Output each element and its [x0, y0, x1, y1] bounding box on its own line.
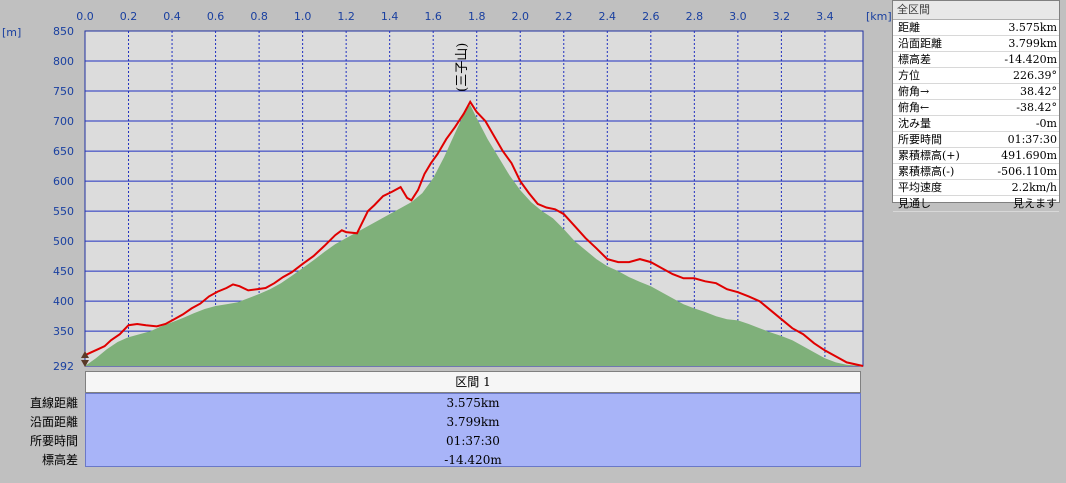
summary-rows: 距離 3.575km 沿面距離 3.799km 標高差 -14.420m 方位 226.39°…	[893, 20, 1059, 212]
summary-row: 俯角← -38.42°	[893, 100, 1059, 116]
y-tick-labels: 850 800 750 700 650 600 550 500 450 400 350 292	[53, 25, 74, 372]
summary-row-label: 見通し	[898, 197, 931, 210]
summary-row-label: 俯角→	[898, 85, 930, 98]
summary-row-value: -14.420m	[1004, 53, 1057, 66]
summary-panel: 全区間 距離 3.575km 沿面距離 3.799km 標高差 -14.420m 方位 226…	[892, 0, 1060, 212]
summary-row-value: 226.39°	[1013, 69, 1057, 82]
summary-row: 俯角→ 38.42°	[893, 84, 1059, 100]
summary-row-value: -506.110m	[997, 165, 1057, 178]
peak-label: (三子山)	[455, 43, 470, 92]
summary-row: 標高差 -14.420m	[893, 52, 1059, 68]
summary-row-value: 3.575km	[1008, 21, 1057, 34]
section-row-label: 所要時間	[29, 434, 78, 448]
terrain-area	[85, 104, 863, 367]
summary-row-value: -38.42°	[1016, 101, 1057, 114]
x-tick-label: 2.4	[599, 10, 617, 23]
x-tick-label: 2.2	[555, 10, 573, 23]
x-unit-label: [km]	[866, 10, 892, 23]
section-row-value: 01:37:30	[446, 434, 500, 448]
x-tick-label: 0.0	[76, 10, 94, 23]
section-row-label: 標高差	[41, 453, 78, 467]
start-marker	[81, 351, 89, 367]
line-layer	[84, 99, 864, 367]
y-tick-label: 800	[53, 55, 74, 68]
summary-row-value: -0m	[1035, 117, 1057, 130]
summary-row-label: 俯角←	[898, 101, 930, 114]
section-row-value: -14.420m	[444, 453, 502, 467]
summary-row-label: 標高差	[898, 53, 931, 66]
x-tick-label: 1.8	[468, 10, 486, 23]
route-line	[84, 99, 864, 367]
summary-row-value: 見えます	[1013, 197, 1057, 210]
summary-row-label: 累積標高(-)	[898, 165, 955, 178]
summary-row-value: 491.690m	[1001, 149, 1057, 162]
x-tick-label: 2.0	[511, 10, 529, 23]
summary-row-value: 3.799km	[1008, 37, 1057, 50]
x-tick-label: 0.2	[120, 10, 138, 23]
summary-row: 沈み量 -0m	[893, 116, 1059, 132]
section-row-label: 沿面距離	[29, 415, 78, 429]
elevation-profile-chart[interactable]: 0.0 0.2 0.4 0.6 0.8 1.0 1.2 1.4 1.6 1.8 2.0 2.2 2.4 2…	[0, 0, 1066, 372]
summary-row: 見通し 見えます	[893, 196, 1059, 212]
section-row-value: 3.575km	[446, 396, 500, 410]
x-tick-label: 1.2	[337, 10, 355, 23]
summary-row: 距離 3.575km	[893, 20, 1059, 36]
y-tick-label: 350	[53, 325, 74, 338]
y-tick-label: 600	[53, 175, 74, 188]
y-tick-label: 292	[53, 360, 74, 372]
summary-row: 累積標高(-) -506.110m	[893, 164, 1059, 180]
summary-row-label: 沿面距離	[898, 37, 942, 50]
y-tick-label: 650	[53, 145, 74, 158]
section-values: 3.575km 3.799km 01:37:30 -14.420m	[85, 393, 861, 467]
summary-panel-title: 全区間	[893, 1, 1059, 20]
x-tick-label: 2.8	[686, 10, 704, 23]
y-tick-label: 550	[53, 205, 74, 218]
section-row-labels: 直線距離沿面距離所要時間標高差	[0, 394, 78, 470]
y-tick-label: 700	[53, 115, 74, 128]
x-tick-label: 3.0	[729, 10, 747, 23]
summary-row: 累積標高(+) 491.690m	[893, 148, 1059, 164]
summary-row: 平均速度 2.2km/h	[893, 180, 1059, 196]
x-tick-label: 0.8	[250, 10, 268, 23]
summary-row-value: 2.2km/h	[1011, 181, 1057, 194]
summary-row-label: 平均速度	[898, 181, 942, 194]
summary-row: 沿面距離 3.799km	[893, 36, 1059, 52]
x-tick-labels: 0.0 0.2 0.4 0.6 0.8 1.0 1.2 1.4 1.6 1.8 2.0 2.2 2.4 2…	[76, 10, 833, 23]
y-tick-label: 750	[53, 85, 74, 98]
x-tick-label: 1.0	[294, 10, 312, 23]
section-row-label: 直線距離	[29, 396, 78, 410]
summary-row: 所要時間 01:37:30	[893, 132, 1059, 148]
x-tick-label: 1.6	[424, 10, 442, 23]
summary-row-label: 沈み量	[898, 117, 931, 130]
x-tick-label: 0.6	[207, 10, 225, 23]
summary-row-label: 方位	[898, 69, 920, 82]
summary-row-value: 01:37:30	[1007, 133, 1057, 146]
section-row-value: 3.799km	[446, 415, 500, 429]
x-tick-label: 3.2	[773, 10, 791, 23]
y-tick-label: 400	[53, 295, 74, 308]
area-layer	[85, 104, 863, 367]
summary-row-label: 所要時間	[898, 133, 942, 146]
summary-row: 方位 226.39°	[893, 68, 1059, 84]
section-header[interactable]: 区間 1	[85, 371, 861, 393]
summary-row-value: 38.42°	[1020, 85, 1057, 98]
y-tick-label: 450	[53, 265, 74, 278]
x-tick-label: 0.4	[163, 10, 181, 23]
y-unit-label: [m]	[2, 26, 21, 39]
x-tick-label: 1.4	[381, 10, 399, 23]
summary-row-label: 距離	[898, 21, 920, 34]
y-tick-label: 500	[53, 235, 74, 248]
x-tick-label: 3.4	[816, 10, 834, 23]
y-tick-label: 850	[53, 25, 74, 38]
x-tick-label: 2.6	[642, 10, 660, 23]
summary-row-label: 累積標高(+)	[898, 149, 960, 162]
